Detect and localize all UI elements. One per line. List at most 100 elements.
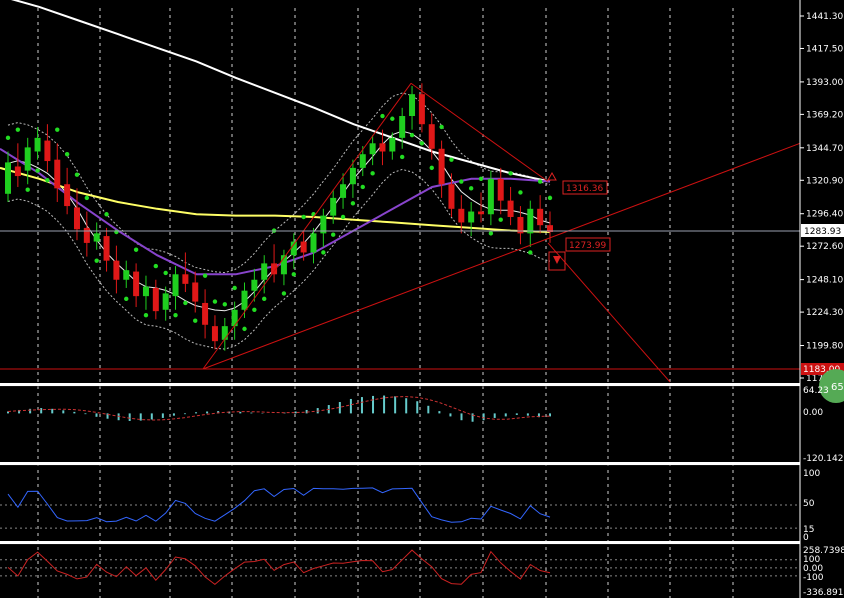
cci-tick-minus-100: -100 <box>803 573 824 583</box>
candle-body <box>320 215 327 234</box>
candle-body <box>123 270 130 280</box>
sar-dot <box>419 141 425 146</box>
cci-tick-100: 100 <box>803 555 820 565</box>
candle-body <box>251 279 258 291</box>
candle-body <box>428 124 435 149</box>
sar-dot <box>281 291 287 296</box>
macd-zero-tick: 0.00 <box>803 408 823 418</box>
sar-dot <box>321 250 326 255</box>
corner-badge[interactable]: 65 <box>819 369 844 403</box>
upper-annotation[interactable]: 1316.36 <box>562 180 608 195</box>
cci-pane[interactable] <box>0 549 800 586</box>
candlesticks <box>5 83 553 351</box>
lower-annotation[interactable]: 1273.99 <box>565 237 611 252</box>
candle-body <box>103 236 110 261</box>
sar-dot <box>55 127 60 132</box>
price-tick-label: 1441.30 <box>806 12 843 22</box>
moving-average-white <box>10 0 551 183</box>
candle-body <box>64 184 71 207</box>
current-price-label: 1283.93 <box>804 227 841 237</box>
price-pane[interactable]: 1316.36 1273.99 <box>0 0 801 383</box>
candle-body <box>14 166 21 177</box>
cci-tick-0: 0.00 <box>803 564 823 574</box>
cci-lower-tick: -336.8919 <box>803 588 844 598</box>
candle-body <box>537 208 544 226</box>
sar-dot <box>202 273 208 278</box>
sar-dot <box>124 296 129 302</box>
price-axis: 1441.30 1417.50 1393.00 1369.20 1344.70 1320.… <box>800 12 843 384</box>
price-scale[interactable] <box>800 0 844 598</box>
sar-dot <box>153 263 159 269</box>
price-tick-label: 1199.80 <box>806 342 843 352</box>
candle-body <box>73 207 80 230</box>
lower-annotation-label: 1273.99 <box>569 241 606 251</box>
trendline-support <box>202 142 801 370</box>
parabolic-sar <box>5 113 553 332</box>
candle-body <box>369 143 376 155</box>
sar-dot <box>380 113 385 119</box>
pane-divider[interactable] <box>0 541 800 544</box>
buy-arrow-icon <box>547 171 557 181</box>
candle-body <box>468 211 475 223</box>
trendlines[interactable] <box>202 82 801 383</box>
candle-body <box>172 274 179 297</box>
candle-body <box>349 167 356 185</box>
moving-averages <box>0 0 551 276</box>
bollinger-upper <box>7 92 551 274</box>
candle-body <box>133 271 140 297</box>
sar-dot <box>25 187 30 192</box>
candle-body <box>438 148 445 185</box>
macd-upper-tick: 64.23 <box>803 386 829 396</box>
sar-dot <box>459 179 464 184</box>
current-price-badge: 1283.93 <box>801 224 844 237</box>
sar-dot <box>232 285 237 291</box>
candle-body <box>340 184 347 198</box>
sell-arrow-icon <box>548 251 566 271</box>
candle-body <box>44 140 51 162</box>
candle-body <box>54 159 61 189</box>
price-tick-label: 1417.50 <box>806 44 843 54</box>
candle-body <box>271 263 278 275</box>
candle-body <box>300 241 307 253</box>
trendline-projection <box>547 242 671 383</box>
price-tick-label: 1320.90 <box>806 176 843 186</box>
sar-dot <box>45 177 50 183</box>
sar-dot <box>399 154 405 160</box>
candle-body <box>458 208 465 223</box>
macd-lower-tick: -120.142 <box>803 454 843 464</box>
sar-dot <box>508 171 513 176</box>
sar-dot <box>301 214 306 220</box>
sar-dot <box>15 127 21 132</box>
candle-body <box>34 137 41 152</box>
sar-dot <box>488 231 494 236</box>
sar-dot <box>64 152 70 157</box>
sar-dot <box>35 168 40 173</box>
candle-body <box>507 200 514 217</box>
sar-dot <box>163 270 168 276</box>
moving-average-purple <box>0 147 551 276</box>
corner-badge-label: 65 <box>831 382 844 393</box>
macd-pane[interactable] <box>7 395 551 422</box>
candle-body <box>389 137 396 152</box>
candle-body <box>379 143 386 152</box>
upper-annotation-label: 1316.36 <box>566 184 603 194</box>
sar-dot <box>242 326 247 332</box>
cci-upper-tick: 258.7398 <box>803 546 844 556</box>
candle-body <box>24 147 31 171</box>
support-level-label: 1183.00 <box>803 365 840 375</box>
oscillator-pane[interactable] <box>0 487 800 529</box>
candle-body <box>93 233 100 242</box>
sar-dot <box>331 232 336 237</box>
pane-divider[interactable] <box>0 383 800 386</box>
sar-dot <box>193 318 198 323</box>
candle-body <box>5 162 11 194</box>
candle-body <box>192 282 199 302</box>
candle-body <box>83 227 90 243</box>
candle-body <box>152 287 159 312</box>
pane-divider[interactable] <box>0 462 800 465</box>
sar-dot <box>114 229 119 235</box>
sar-dot <box>143 313 149 318</box>
sar-dot <box>94 258 99 263</box>
sar-dot <box>429 165 434 171</box>
